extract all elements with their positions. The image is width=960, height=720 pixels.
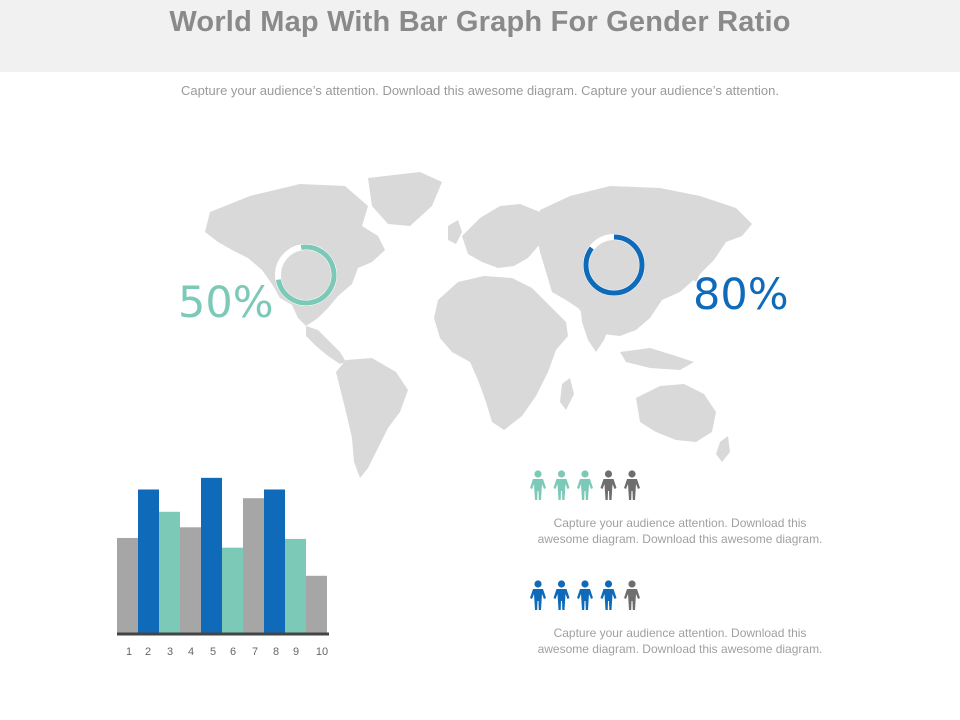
tick-label-7: 7 bbox=[252, 646, 258, 658]
australia-shape bbox=[636, 384, 716, 442]
greenland-shape bbox=[368, 172, 442, 226]
person-icon-1-3 bbox=[577, 470, 593, 500]
caption-2: Capture your audience attention. Downloa… bbox=[510, 625, 850, 657]
bar-7 bbox=[243, 498, 264, 633]
africa-shape bbox=[434, 276, 568, 430]
person-icon-2-3 bbox=[577, 580, 593, 610]
person-icon-1-2 bbox=[553, 470, 570, 500]
caption-1-line-1: Capture your audience attention. Downloa… bbox=[553, 516, 807, 530]
bar-6 bbox=[222, 547, 243, 633]
person-icon-2-4 bbox=[600, 580, 617, 610]
tick-label-8: 8 bbox=[273, 646, 279, 658]
header-band bbox=[0, 0, 960, 72]
stat-percent-teal: 50% bbox=[178, 278, 274, 328]
tick-label-group: 1 2 3 4 5 6 7 8 9 10 bbox=[126, 646, 328, 658]
world-map-landmass bbox=[205, 172, 752, 478]
bar-1 bbox=[117, 537, 138, 633]
indonesia-shape bbox=[620, 348, 694, 370]
bar-chart: 1 2 3 4 5 6 7 8 9 10 bbox=[117, 477, 329, 658]
india-shape bbox=[580, 304, 612, 352]
bar-5 bbox=[201, 477, 222, 633]
caption-1-line-2: awesome diagram. Download this awesome d… bbox=[537, 532, 823, 546]
tick-label-6: 6 bbox=[230, 646, 236, 658]
bar-10 bbox=[306, 575, 327, 633]
europe-shape bbox=[462, 204, 548, 268]
page-subtitle: Capture your audience’s attention. Downl… bbox=[181, 83, 779, 98]
bar-9 bbox=[285, 538, 306, 633]
tick-label-2: 2 bbox=[145, 646, 151, 658]
person-icon-2-5 bbox=[624, 580, 640, 610]
person-icon-2-1 bbox=[530, 580, 546, 610]
person-icon-1-1 bbox=[530, 470, 546, 500]
people-row-2 bbox=[528, 580, 648, 612]
person-icon-1-5 bbox=[624, 470, 640, 500]
south-america-shape bbox=[336, 358, 408, 478]
bar-8 bbox=[264, 489, 285, 633]
people-figures-2 bbox=[530, 580, 640, 610]
person-icon-2-2 bbox=[553, 580, 570, 610]
caption-2-line-2: awesome diagram. Download this awesome d… bbox=[537, 642, 823, 656]
progress-ring-teal-arc bbox=[275, 244, 337, 306]
uk-shape bbox=[448, 220, 462, 244]
north-america-shape bbox=[205, 184, 385, 326]
tick-label-3: 3 bbox=[167, 646, 173, 658]
tick-label-1: 1 bbox=[126, 646, 132, 658]
tick-label-10: 10 bbox=[316, 646, 328, 658]
people-row-1 bbox=[528, 470, 648, 502]
caption-2-line-1: Capture your audience attention. Downloa… bbox=[553, 626, 807, 640]
progress-ring-blue-arc bbox=[583, 234, 645, 296]
bar-2 bbox=[138, 489, 159, 633]
japan-shape bbox=[688, 252, 704, 282]
central-america-shape bbox=[306, 326, 346, 364]
bar-group bbox=[117, 477, 327, 633]
madagascar-shape bbox=[560, 378, 574, 410]
tick-label-9: 9 bbox=[293, 646, 299, 658]
page-title: World Map With Bar Graph For Gender Rati… bbox=[169, 6, 791, 38]
tick-label-5: 5 bbox=[210, 646, 216, 658]
bar-4 bbox=[180, 527, 201, 633]
person-icon-1-4 bbox=[600, 470, 617, 500]
people-figures-1 bbox=[530, 470, 640, 500]
stat-percent-blue: 80% bbox=[693, 270, 789, 320]
tick-label-4: 4 bbox=[188, 646, 194, 658]
new-zealand-shape bbox=[716, 436, 730, 462]
caption-1: Capture your audience attention. Downloa… bbox=[510, 515, 850, 547]
bar-3 bbox=[159, 511, 180, 633]
